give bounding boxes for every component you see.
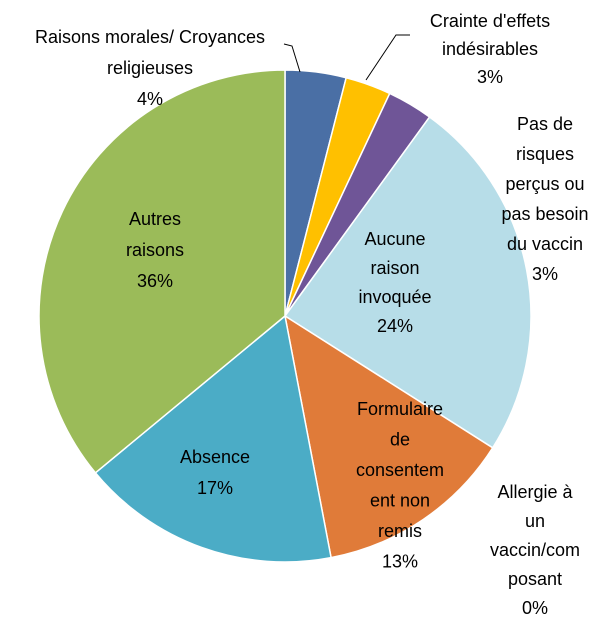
slice-label: consentem: [356, 460, 444, 480]
value-label: 36%: [137, 271, 173, 291]
value-label: 3%: [477, 67, 503, 87]
slice-label: de: [390, 429, 410, 449]
slice-label: risques: [516, 144, 574, 164]
value-label: 0%: [522, 598, 548, 618]
leader-line: [283, 43, 301, 73]
slice-label: Raisons morales/ Croyances: [35, 27, 265, 47]
slice-label: vaccin/com: [490, 540, 580, 560]
slice-label: raison: [370, 258, 419, 278]
pie-slice: [283, 115, 532, 449]
slice-label: ent non: [370, 490, 430, 510]
slice-label: pas besoin: [501, 204, 588, 224]
leader-line: [365, 34, 410, 81]
slice-label: Aucune: [364, 229, 425, 249]
pie-slice: [94, 314, 332, 563]
slice-label: Pas de: [517, 114, 573, 134]
value-label: 13%: [382, 551, 418, 571]
slice-label: religieuses: [107, 58, 193, 78]
pie-slice: [38, 69, 286, 474]
slice-label: Absence: [180, 447, 250, 467]
slice-label: Crainte d'effets: [430, 11, 550, 31]
slice-label: Autres: [129, 209, 181, 229]
slice-label: remis: [378, 521, 422, 541]
slice-label: indésirables: [442, 39, 538, 59]
slice-label: invoquée: [358, 287, 431, 307]
value-label: 24%: [377, 316, 413, 336]
slice-label: Allergie à: [497, 482, 573, 502]
value-label: 4%: [137, 89, 163, 109]
value-label: 3%: [532, 264, 558, 284]
slice-label: du vaccin: [507, 234, 583, 254]
slice-label: Formulaire: [357, 399, 443, 419]
slice-label: un: [525, 511, 545, 531]
value-label: 17%: [197, 478, 233, 498]
slice-label: perçus ou: [505, 174, 584, 194]
slice-label: posant: [508, 569, 562, 589]
pie-slice: [283, 314, 494, 559]
slice-label: raisons: [126, 240, 184, 260]
